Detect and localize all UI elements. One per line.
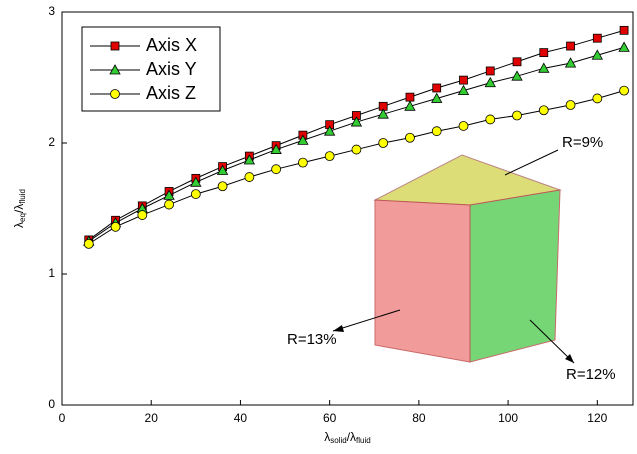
- marker: [458, 121, 469, 131]
- legend-label: Axis Y: [146, 59, 197, 79]
- marker: [485, 66, 495, 76]
- marker: [405, 132, 415, 143]
- marker: [297, 157, 308, 168]
- marker: [512, 110, 522, 121]
- marker: [110, 89, 120, 99]
- marker: [244, 172, 255, 182]
- legend-label: Axis X: [146, 35, 197, 55]
- annotation: R=12%: [566, 366, 616, 383]
- marker: [538, 62, 550, 73]
- plot-frame: [61, 11, 634, 406]
- marker: [619, 85, 629, 96]
- marker: [110, 221, 121, 232]
- x-tick-label: 60: [323, 411, 337, 425]
- marker: [512, 57, 522, 67]
- marker: [592, 33, 602, 43]
- annotation: R=13%: [287, 331, 337, 348]
- marker: [431, 126, 442, 137]
- marker: [564, 57, 577, 68]
- marker: [137, 210, 148, 220]
- x-tick-label: 20: [145, 411, 159, 425]
- marker: [271, 164, 282, 175]
- marker: [485, 114, 496, 125]
- marker: [350, 116, 363, 127]
- marker: [109, 64, 121, 75]
- arrow: [504, 149, 559, 176]
- marker: [270, 143, 282, 154]
- axis-label-part: solid: [330, 436, 346, 445]
- y-tick-label: 3: [48, 4, 55, 18]
- cube-side: [469, 189, 561, 363]
- marker: [216, 164, 229, 175]
- x-tick-label: 100: [498, 411, 518, 425]
- marker: [217, 181, 228, 192]
- axis-label-part: λ: [324, 430, 330, 444]
- marker: [323, 125, 336, 136]
- marker: [110, 41, 120, 51]
- marker: [432, 83, 442, 93]
- marker: [484, 76, 496, 88]
- axis-label-part: fluid: [18, 189, 27, 204]
- cube-illustration: [332, 149, 575, 364]
- marker: [566, 41, 575, 51]
- marker: [190, 176, 202, 187]
- arrow: [332, 309, 401, 332]
- marker: [377, 108, 389, 119]
- marker: [324, 151, 335, 162]
- x-tick-label: 40: [234, 411, 248, 425]
- axis-label-part: eq: [18, 213, 27, 222]
- axis-label-part: λ: [12, 222, 26, 228]
- axis-label-part: /λ: [347, 430, 356, 444]
- marker: [351, 144, 362, 155]
- y-tick-label: 0: [48, 397, 55, 411]
- y-tick-label: 1: [48, 266, 55, 280]
- marker: [163, 189, 175, 200]
- marker: [378, 138, 389, 148]
- marker: [404, 100, 416, 111]
- marker: [565, 100, 576, 110]
- marker: [243, 154, 256, 165]
- axis-label: λeq/λfluid: [12, 189, 27, 228]
- y-tick-label: 2: [48, 135, 55, 149]
- marker: [511, 70, 523, 81]
- marker: [618, 41, 630, 52]
- marker: [539, 48, 549, 58]
- x-tick-label: 80: [412, 411, 426, 425]
- legend-label: Axis Z: [146, 83, 196, 103]
- marker: [405, 92, 415, 102]
- cube-front: [374, 199, 471, 363]
- x-tick-label: 0: [59, 411, 66, 425]
- marker: [538, 105, 549, 116]
- annotation: R=9%: [562, 134, 603, 151]
- marker: [459, 75, 468, 85]
- arrow-head: [565, 354, 574, 363]
- marker: [83, 238, 94, 249]
- marker: [592, 93, 603, 104]
- marker: [457, 84, 470, 95]
- legend-box: [81, 26, 221, 112]
- axis-label-part: /λ: [12, 204, 26, 213]
- axis-label-part: fluid: [356, 436, 371, 445]
- arrow-head: [333, 325, 344, 332]
- marker: [190, 189, 201, 199]
- marker: [591, 49, 603, 60]
- marker: [619, 25, 629, 35]
- marker: [164, 199, 174, 210]
- x-tick-label: 120: [587, 411, 607, 425]
- marker: [431, 92, 443, 103]
- marker: [297, 134, 309, 145]
- arrow: [529, 319, 575, 364]
- axis-label: λsolid/λfluid: [324, 430, 370, 445]
